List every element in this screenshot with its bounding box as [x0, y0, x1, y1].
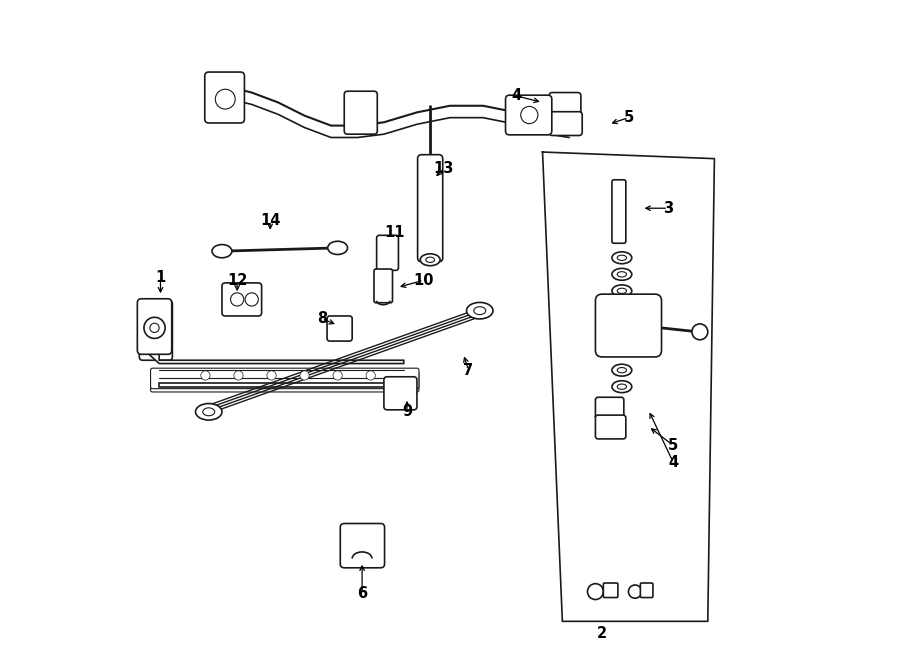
Text: 9: 9 — [402, 404, 412, 418]
Ellipse shape — [612, 364, 632, 376]
Ellipse shape — [473, 307, 486, 315]
FancyBboxPatch shape — [549, 112, 582, 136]
Polygon shape — [159, 383, 404, 387]
Circle shape — [366, 371, 375, 380]
Ellipse shape — [195, 403, 222, 420]
Circle shape — [267, 371, 276, 380]
Ellipse shape — [612, 285, 632, 297]
Text: 3: 3 — [663, 201, 673, 215]
FancyBboxPatch shape — [138, 299, 172, 354]
Circle shape — [333, 371, 342, 380]
Circle shape — [150, 323, 159, 332]
Polygon shape — [145, 301, 404, 364]
FancyBboxPatch shape — [596, 415, 626, 439]
Circle shape — [588, 584, 603, 600]
Ellipse shape — [617, 368, 626, 373]
FancyBboxPatch shape — [344, 91, 377, 134]
Ellipse shape — [202, 408, 215, 416]
FancyBboxPatch shape — [603, 583, 618, 598]
Text: 11: 11 — [384, 225, 405, 240]
Circle shape — [692, 324, 707, 340]
Circle shape — [628, 585, 642, 598]
Text: 10: 10 — [413, 273, 434, 288]
FancyBboxPatch shape — [150, 371, 419, 392]
Text: 4: 4 — [511, 89, 521, 103]
FancyBboxPatch shape — [205, 72, 245, 123]
FancyBboxPatch shape — [374, 269, 392, 303]
Circle shape — [521, 106, 538, 124]
Text: 7: 7 — [464, 363, 473, 377]
Circle shape — [201, 371, 210, 380]
Ellipse shape — [617, 255, 626, 260]
Circle shape — [300, 371, 310, 380]
Circle shape — [144, 319, 167, 342]
Circle shape — [230, 293, 244, 306]
Text: 12: 12 — [227, 274, 248, 288]
FancyBboxPatch shape — [641, 583, 652, 598]
FancyBboxPatch shape — [150, 368, 419, 389]
Text: 1: 1 — [156, 270, 166, 285]
Ellipse shape — [612, 381, 632, 393]
FancyBboxPatch shape — [222, 283, 262, 316]
Ellipse shape — [612, 268, 632, 280]
Text: 6: 6 — [357, 586, 367, 601]
Text: 5: 5 — [669, 438, 679, 453]
Circle shape — [150, 325, 161, 336]
FancyBboxPatch shape — [340, 524, 384, 568]
FancyBboxPatch shape — [418, 155, 443, 262]
Circle shape — [234, 371, 243, 380]
Ellipse shape — [617, 288, 626, 293]
FancyBboxPatch shape — [376, 235, 399, 270]
FancyBboxPatch shape — [327, 316, 352, 341]
FancyBboxPatch shape — [612, 180, 625, 243]
Text: 5: 5 — [624, 110, 634, 125]
FancyBboxPatch shape — [549, 93, 580, 116]
Text: 13: 13 — [433, 161, 454, 176]
Ellipse shape — [426, 257, 435, 262]
FancyBboxPatch shape — [384, 377, 417, 410]
Ellipse shape — [617, 272, 626, 277]
Text: 4: 4 — [669, 455, 679, 470]
Text: 14: 14 — [260, 214, 281, 228]
Text: 8: 8 — [317, 311, 327, 326]
Ellipse shape — [420, 254, 440, 266]
Ellipse shape — [466, 302, 493, 319]
Ellipse shape — [212, 245, 232, 258]
Circle shape — [215, 89, 235, 109]
FancyBboxPatch shape — [596, 397, 624, 419]
Text: 2: 2 — [597, 626, 608, 641]
FancyBboxPatch shape — [596, 294, 662, 357]
FancyBboxPatch shape — [140, 301, 173, 360]
Circle shape — [144, 317, 165, 338]
Circle shape — [245, 293, 258, 306]
Ellipse shape — [617, 384, 626, 389]
FancyBboxPatch shape — [506, 95, 552, 135]
Ellipse shape — [328, 241, 347, 254]
Ellipse shape — [612, 252, 632, 264]
